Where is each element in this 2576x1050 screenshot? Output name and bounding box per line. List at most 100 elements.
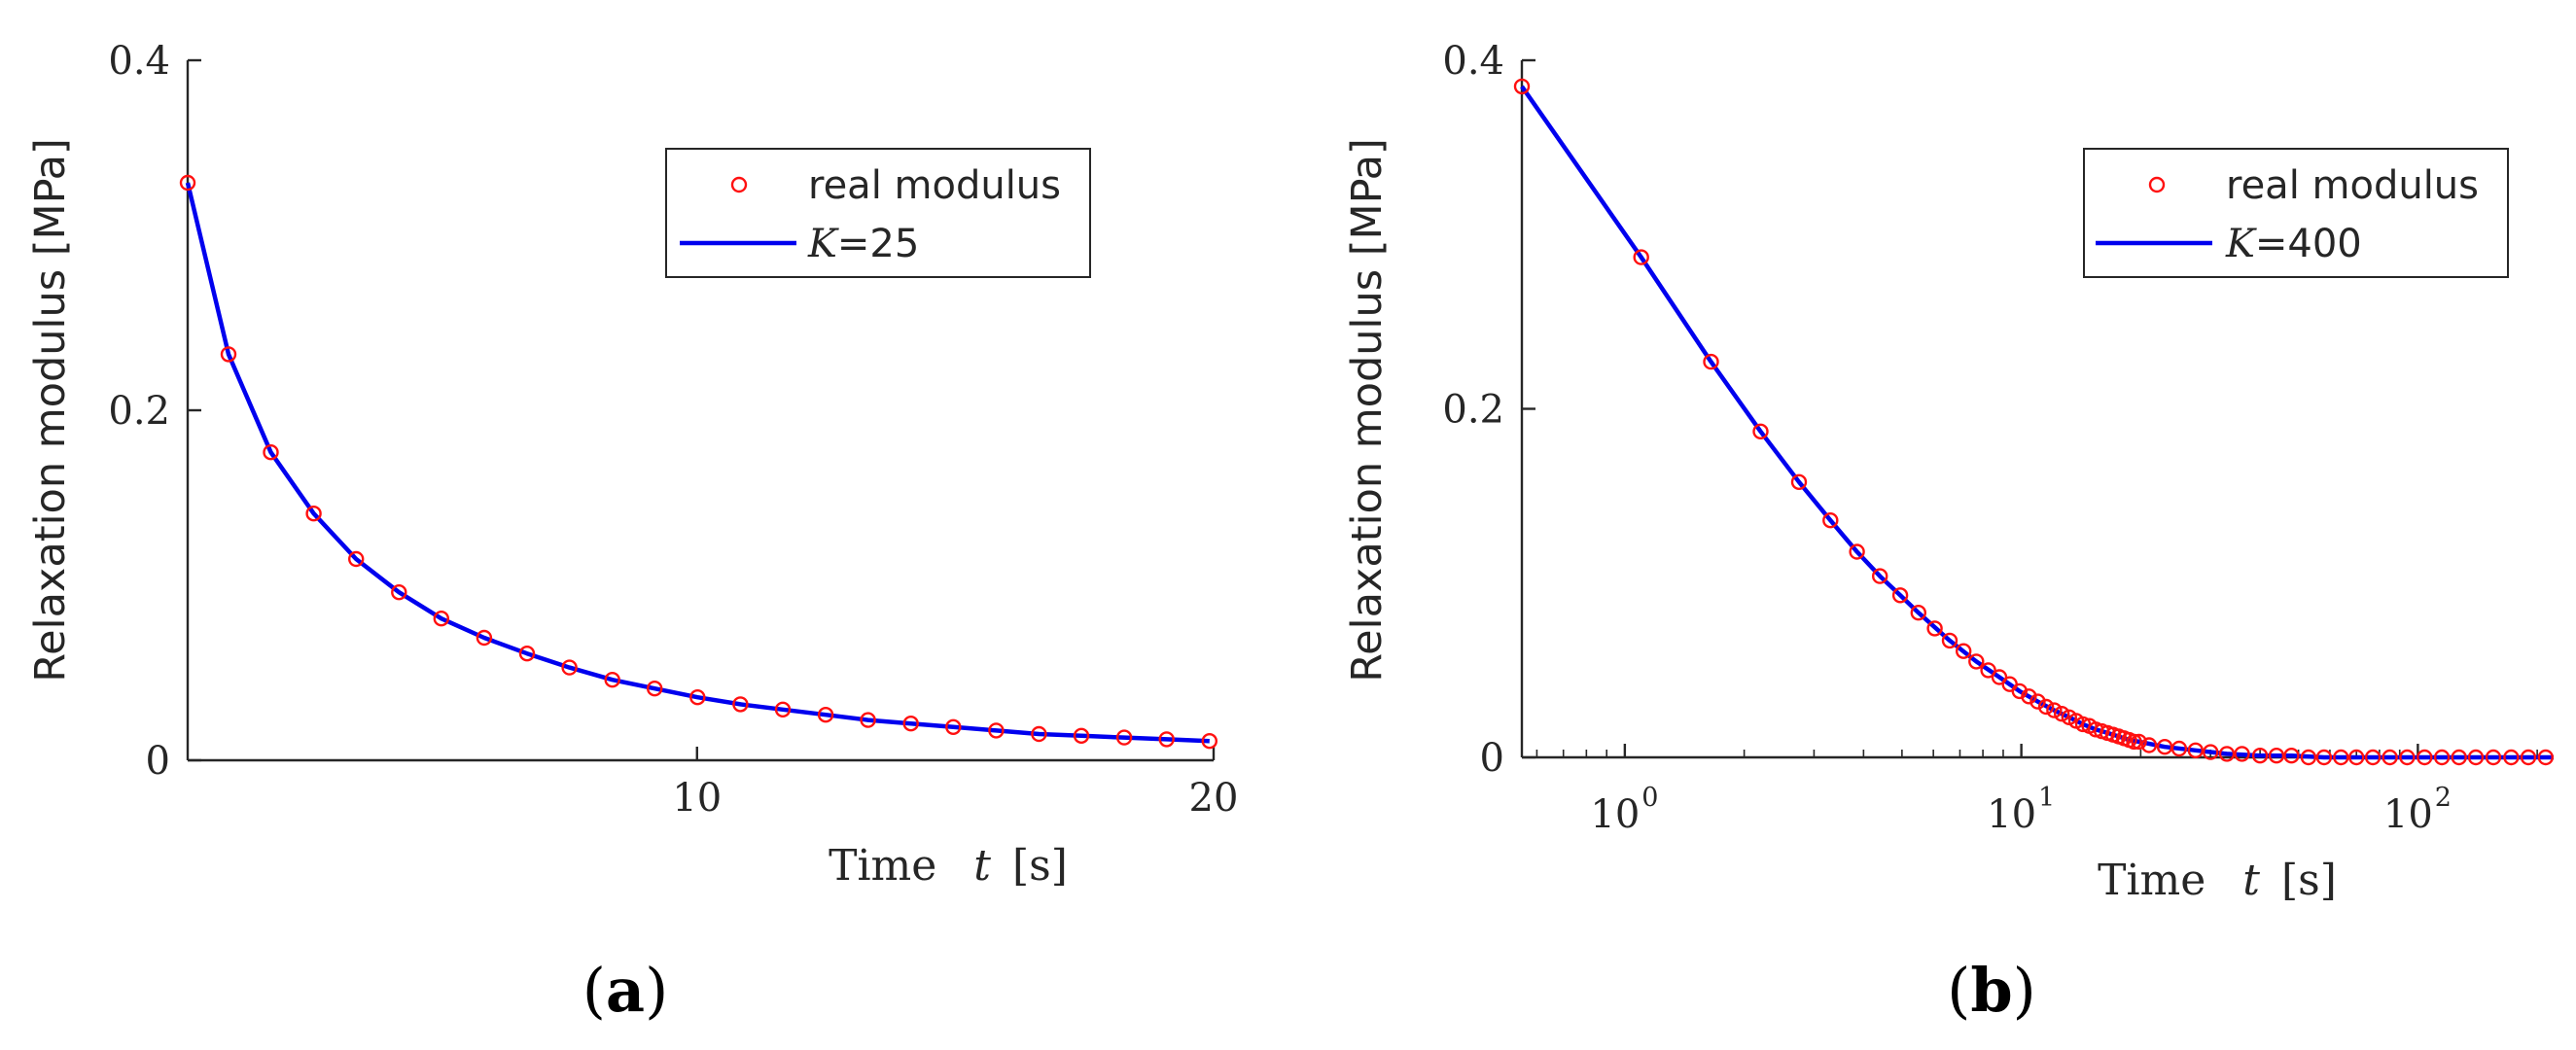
panel-b-data-point bbox=[1968, 653, 1985, 670]
panel-b-data-point bbox=[1513, 78, 1531, 95]
panel-a-data-point bbox=[305, 506, 322, 522]
panel-b-data-point bbox=[1980, 662, 1996, 679]
panel-b-data-point bbox=[2251, 748, 2269, 764]
panel-a-y-tick-label: 0 bbox=[146, 739, 170, 784]
panel-a-legend-var: K bbox=[807, 222, 839, 266]
panel-a-legend-label-line: K=25 bbox=[807, 222, 919, 266]
panel-b-data-point bbox=[2126, 733, 2142, 751]
panel-b-data-point bbox=[2467, 749, 2485, 766]
panel-a-legend-marker bbox=[730, 176, 748, 193]
panel-b-legend-var: K bbox=[2225, 222, 2257, 266]
panel-a-data-point bbox=[774, 701, 792, 718]
panel-b-legend-label-line: K=400 bbox=[2225, 222, 2362, 266]
panel-a-x-axis-label-unit: [s] bbox=[1012, 841, 1068, 891]
panel-a-fit-line bbox=[185, 182, 1210, 744]
panel-a-data-point bbox=[732, 696, 749, 713]
panel-a-x-axis-label-var: t bbox=[973, 841, 991, 891]
panel-b-data-point bbox=[1790, 473, 1808, 490]
panel-a-data-point bbox=[647, 681, 663, 697]
panel-b-x-tick-exponent: 0 bbox=[1641, 783, 1658, 813]
panel-a-y-tick-label: 0.2 bbox=[108, 389, 170, 434]
panel-a-y-axis-label: Relaxation modulus [MPa] bbox=[26, 138, 75, 682]
panel-a-data-point bbox=[561, 659, 578, 676]
panel-a-legend: real modulus K=25 bbox=[665, 148, 1091, 278]
panel-b-legend-label-markers: real modulus bbox=[2226, 163, 2479, 208]
panel-a-data-point bbox=[220, 346, 237, 363]
panel-b-data-point bbox=[2333, 749, 2349, 766]
panel-a-data-point bbox=[348, 550, 365, 568]
panel-a-data-point bbox=[1201, 733, 1218, 750]
panel-b-data-point bbox=[2187, 742, 2205, 758]
panel-b-data-point bbox=[2053, 706, 2070, 722]
panel-b-data-point bbox=[1891, 587, 1909, 604]
panel-a-data-point bbox=[1115, 729, 1133, 746]
panel-b-legend-marker bbox=[2148, 176, 2166, 193]
chart-panel-b: 00.20.410 0 10 1 10 2 Relaxation modulus [MPa… bbox=[1343, 39, 2555, 1026]
panel-b-data-point bbox=[1910, 605, 1927, 621]
panel-b-ticks: 00.20.410 0 10 1 10 2 bbox=[1442, 39, 2538, 837]
panel-b-data-point bbox=[1822, 512, 1839, 529]
panel-a-data-point bbox=[902, 716, 919, 732]
panel-a-legend-box bbox=[665, 148, 1091, 278]
panel-a-data-point bbox=[179, 174, 196, 192]
panel-a-data-point bbox=[945, 718, 962, 735]
panel-b-data-point bbox=[2021, 688, 2037, 705]
panel-b-data-point bbox=[2170, 740, 2188, 757]
panel-b-data-point bbox=[2037, 698, 2055, 716]
panel-a-data-point bbox=[476, 629, 493, 647]
panel-a-series bbox=[179, 174, 1218, 750]
panel-b-data-point bbox=[1752, 423, 1769, 439]
panel-b-data-point bbox=[2029, 693, 2046, 710]
panel-a-label: (a) bbox=[582, 955, 669, 1026]
panel-a-data-point bbox=[1158, 731, 1175, 748]
panel-b-data-point bbox=[2399, 749, 2416, 766]
panel-a-data-point bbox=[518, 646, 536, 662]
panel-a-ticks: 0 0.2 0.4 10 20 bbox=[108, 39, 1238, 821]
panel-b-data-point bbox=[1849, 543, 1865, 560]
panel-a-data-point bbox=[391, 584, 407, 601]
panel-b-data-point bbox=[2503, 749, 2520, 766]
panel-b-label-letter: b bbox=[1970, 955, 2012, 1026]
panel-b-data-point bbox=[2234, 746, 2250, 762]
panel-b-data-point bbox=[2046, 702, 2063, 718]
panel-b-data-point bbox=[1955, 643, 1972, 659]
panel-a-y-tick-label: 0.4 bbox=[108, 39, 170, 84]
panel-b-data-point bbox=[2347, 749, 2365, 766]
panel-b-data-point bbox=[2202, 744, 2219, 760]
panel-a-x-tick-label: 20 bbox=[1189, 776, 1239, 821]
panel-b-data-point bbox=[2131, 733, 2147, 751]
panel-a-data-point bbox=[988, 722, 1005, 739]
panel-a-data-point bbox=[817, 707, 834, 723]
panel-b-data-point bbox=[1941, 632, 1958, 649]
panel-a-legend-label-markers: real modulus bbox=[808, 163, 1061, 208]
panel-b-data-point bbox=[1703, 353, 1719, 370]
panel-b-data-point bbox=[2537, 749, 2555, 766]
panel-b-x-axis-label-prefix: Time bbox=[2098, 856, 2205, 905]
panel-b-data-point bbox=[2485, 749, 2502, 766]
panel-a-x-axis-label: Time t [s] bbox=[829, 841, 1068, 891]
panel-b-data-point bbox=[2382, 749, 2398, 766]
panel-a-x-axis-label-prefix: Time bbox=[829, 841, 936, 891]
panel-a-data-point bbox=[689, 689, 706, 706]
panel-b-legend-box bbox=[2083, 148, 2509, 278]
panel-b-data-point bbox=[2218, 746, 2236, 762]
panel-b-x-tick-label: 10 bbox=[1987, 792, 2036, 837]
panel-b-x-tick-label: 10 bbox=[2383, 792, 2433, 837]
panel-a-x-tick-label: 10 bbox=[672, 776, 722, 821]
panel-b-series bbox=[1513, 78, 2555, 766]
panel-b-data-point bbox=[2451, 749, 2467, 766]
panel-b-data-point bbox=[1926, 620, 1943, 637]
panel-a-data-point bbox=[433, 611, 449, 627]
chart-panel-a: 0 0.2 0.4 10 20 Relaxation modulus [MPa] Tim… bbox=[26, 39, 1238, 1026]
panel-b-y-tick-label: 0.2 bbox=[1442, 388, 1504, 433]
panel-b-data-point bbox=[2520, 749, 2537, 766]
panel-b-y-axis-label: Relaxation modulus [MPa] bbox=[1343, 138, 1392, 682]
panel-b-data-point bbox=[2140, 737, 2158, 753]
panel-b-data-point bbox=[2300, 749, 2317, 766]
panel-b-x-tick-exponent: 1 bbox=[2038, 783, 2055, 813]
panel-b-data-point bbox=[1871, 568, 1888, 584]
panel-a-label-letter: a bbox=[606, 955, 645, 1026]
panel-b-y-tick-label: 0.4 bbox=[1442, 39, 1504, 84]
panel-b-x-axis-label: Time t [s] bbox=[2098, 856, 2337, 905]
